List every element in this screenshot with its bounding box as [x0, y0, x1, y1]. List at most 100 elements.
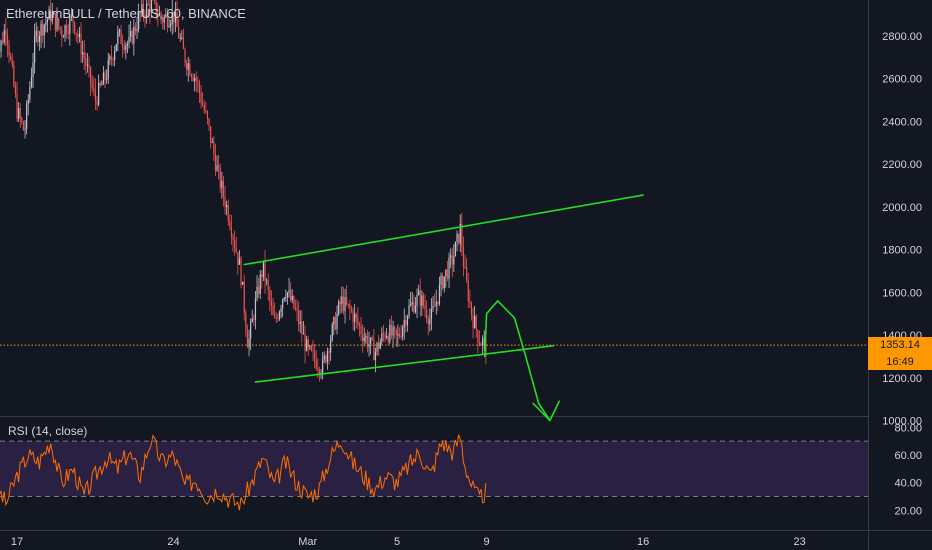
candle-body [2, 40, 4, 43]
candle-body [32, 62, 34, 78]
candle-body [267, 280, 269, 291]
candle-body [144, 14, 146, 18]
candle-body [283, 297, 285, 300]
candle-body [208, 118, 210, 126]
candle-body [328, 350, 330, 353]
candle-body [405, 320, 407, 326]
candle-body [269, 290, 271, 302]
candle-body [165, 14, 167, 17]
candle-body [325, 355, 327, 363]
candle-body [48, 9, 50, 20]
candle-body [264, 260, 266, 281]
candle-body [382, 333, 385, 335]
candle-body [354, 313, 356, 322]
time-tick-label: 24 [167, 536, 179, 548]
candle-body [86, 64, 89, 66]
candle-body [331, 324, 333, 341]
candle-body [355, 313, 357, 318]
candle-body [309, 346, 311, 348]
rsi-band [0, 440, 868, 497]
candle-body [77, 34, 79, 38]
candle-body [450, 255, 452, 258]
candle-body [456, 233, 458, 242]
candle-body [253, 318, 255, 320]
candle-body [141, 3, 143, 13]
candle-body [418, 290, 420, 295]
candle-body [458, 233, 460, 244]
candle-body [330, 340, 332, 353]
candle-body [139, 12, 141, 14]
rsi-tick-label: 60.00 [894, 450, 922, 462]
upper-trendline [243, 194, 644, 266]
trend-drawings[interactable] [243, 194, 644, 422]
candle-body [214, 153, 217, 171]
candle-body [349, 304, 351, 310]
candle-body [477, 330, 479, 343]
candle-body [370, 337, 372, 344]
candle-body [178, 26, 180, 38]
projection-arrow [483, 300, 551, 422]
candle-body [94, 89, 97, 101]
candle-body [142, 3, 145, 15]
candle-body [170, 23, 172, 26]
candle-body [299, 321, 301, 324]
candle-body [461, 223, 463, 247]
candle-body [395, 329, 397, 336]
candle-body [360, 325, 362, 335]
candle-body [362, 334, 364, 341]
candle-body [421, 295, 423, 306]
candle-body [250, 322, 252, 339]
candle-body [83, 52, 85, 59]
time-tick-label: 5 [394, 536, 400, 548]
candle-body [8, 44, 10, 56]
candle-body [464, 266, 466, 268]
candle-body [270, 301, 273, 306]
candle-body [478, 342, 481, 345]
candle-body [37, 30, 39, 42]
candle-body [394, 326, 396, 330]
candle-body [99, 82, 101, 86]
candle-body [437, 301, 439, 304]
candle-body [430, 309, 433, 319]
candle-body [357, 317, 359, 324]
candle-body [422, 295, 425, 306]
candle-body [366, 336, 369, 348]
candle-body [438, 284, 441, 304]
candle-body [296, 308, 298, 311]
candle-body [363, 337, 365, 341]
candle-body [117, 31, 119, 45]
candle-body [312, 350, 314, 352]
candle-body [483, 337, 485, 339]
candle-body [131, 31, 133, 44]
axes: 1000.001200.001400.001600.001800.002000.… [11, 31, 922, 548]
candle-body [51, 14, 53, 22]
candle-body [200, 93, 202, 104]
candle-body [474, 316, 476, 328]
candle-body [314, 350, 316, 360]
candle-body [339, 301, 341, 305]
candle-body [67, 33, 69, 35]
candle-body [171, 11, 173, 24]
candle-body [112, 58, 114, 60]
time-tick-label: 17 [11, 536, 23, 548]
candle-body [290, 290, 292, 301]
candle-body [390, 324, 393, 336]
candle-body [104, 72, 106, 80]
candle-body [304, 333, 306, 351]
candle-body [248, 338, 250, 348]
candle-body [24, 128, 26, 131]
candle-body [162, 17, 164, 23]
candle-body [43, 24, 45, 36]
candle-body [459, 223, 461, 244]
candle-body [251, 318, 253, 323]
candle-body [301, 321, 303, 335]
candle-body [189, 63, 191, 76]
candle-body [261, 274, 263, 277]
candle-body [280, 308, 282, 313]
candle-body [392, 326, 394, 336]
candle-body [467, 280, 469, 301]
candle-body [109, 56, 111, 61]
candle-body [402, 327, 404, 337]
candle-body [234, 239, 236, 248]
